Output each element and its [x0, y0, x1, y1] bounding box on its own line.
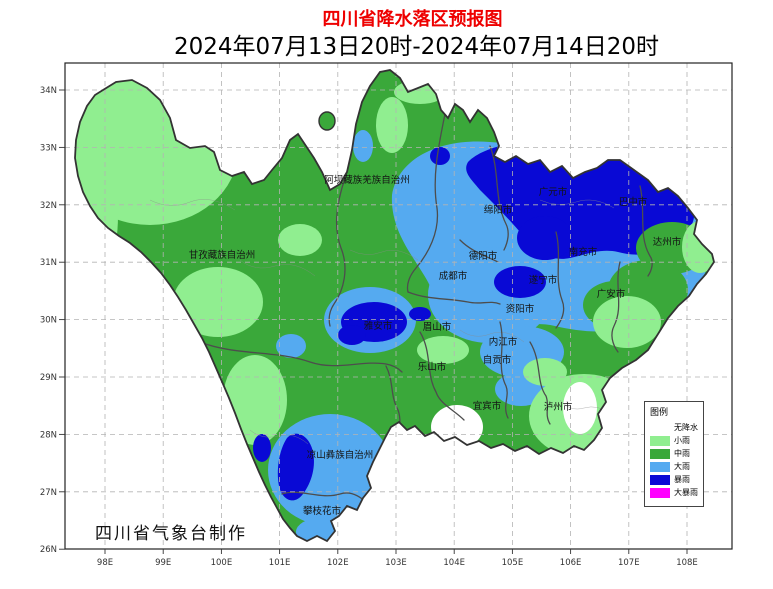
lon-tick-label: 98E: [97, 558, 113, 568]
legend-item: 无降水: [650, 421, 703, 434]
legend-title: 图例: [650, 408, 669, 418]
precipitation-fill-layers: [75, 70, 714, 541]
legend-label: 暴雨: [674, 475, 690, 484]
legend-swatch: [650, 461, 670, 472]
legend-label: 大暴雨: [674, 488, 698, 497]
lon-tick-label: 99E: [155, 558, 171, 568]
map-label: 资阳市: [506, 303, 535, 315]
legend-swatch: [650, 435, 670, 446]
lat-tick-label: 33N: [40, 143, 57, 153]
map-label: 眉山市: [423, 321, 452, 333]
map-label: 自贡市: [483, 354, 512, 366]
legend-item: 大雨: [650, 460, 703, 473]
lon-tick-label: 102E: [327, 558, 349, 568]
attribution: 四川省气象台制作: [95, 524, 247, 544]
lat-tick-label: 28N: [40, 430, 57, 440]
legend-swatch: [650, 448, 670, 459]
map-label: 甘孜藏族自治州: [189, 249, 256, 261]
legend-label: 大雨: [674, 462, 690, 471]
lon-tick-label: 107E: [618, 558, 640, 568]
map-label: 达州市: [653, 236, 682, 248]
legend-item: 大暴雨: [650, 486, 703, 499]
lon-tick-label: 106E: [560, 558, 582, 568]
lon-tick-label: 100E: [211, 558, 233, 568]
legend-item: 小雨: [650, 434, 703, 447]
legend-swatch: [650, 474, 670, 485]
map-label: 攀枝花市: [303, 505, 342, 517]
enclave-blob: [318, 111, 336, 131]
map-label: 绵阳市: [484, 204, 513, 216]
lon-tick-label: 108E: [676, 558, 698, 568]
legend-label: 小雨: [674, 436, 690, 445]
lat-tick-label: 29N: [40, 373, 57, 383]
lat-tick-label: 34N: [40, 86, 57, 96]
map-label: 成都市: [439, 270, 468, 282]
lon-tick-label: 104E: [443, 558, 465, 568]
legend-label: 无降水: [674, 423, 698, 432]
lon-tick-label: 105E: [502, 558, 524, 568]
map-label: 泸州市: [544, 401, 573, 413]
lon-tick-label: 103E: [385, 558, 407, 568]
map-label: 德阳市: [469, 250, 498, 262]
lat-tick-label: 27N: [40, 488, 57, 498]
no-precip-areas: [431, 382, 597, 449]
map-label: 乐山市: [418, 361, 447, 373]
legend-swatch: [650, 422, 670, 433]
map-label: 凉山彝族自治州: [307, 449, 374, 461]
map-label: 宜宾市: [473, 400, 502, 412]
legend-item: 中雨: [650, 447, 703, 460]
province-outline: [74, 69, 715, 543]
legend: 图例 无降水小雨中雨大雨暴雨大暴雨: [644, 401, 704, 507]
lon-tick-label: 101E: [269, 558, 291, 568]
legend-swatch: [650, 487, 670, 498]
map-label: 广元市: [539, 186, 568, 198]
map-label: 遂宁市: [529, 274, 558, 286]
map-label: 阿坝藏族羌族自治州: [324, 174, 410, 186]
forecast-period: 2024年07月13日20时-2024年07月14日20时: [174, 34, 659, 60]
map-label: 广安市: [597, 288, 626, 300]
map-label: 南充市: [569, 246, 598, 258]
legend-item: 暴雨: [650, 473, 703, 486]
map-label: 雅安市: [364, 320, 393, 332]
lat-tick-label: 30N: [40, 316, 57, 326]
lat-tick-label: 26N: [40, 545, 57, 555]
map-label: 内江市: [489, 336, 518, 348]
map-frame: [64, 62, 733, 550]
lat-tick-label: 31N: [40, 258, 57, 268]
page-title: 四川省降水落区预报图: [322, 9, 503, 30]
lat-tick-label: 32N: [40, 201, 57, 211]
prefecture-boundaries: [199, 113, 653, 505]
map-label: 巴中市: [619, 196, 648, 208]
legend-label: 中雨: [674, 449, 690, 458]
axis-layer: 98E 99E 100E 101E 102E 103E 104E 105E 106E 107E 10…: [40, 86, 698, 568]
